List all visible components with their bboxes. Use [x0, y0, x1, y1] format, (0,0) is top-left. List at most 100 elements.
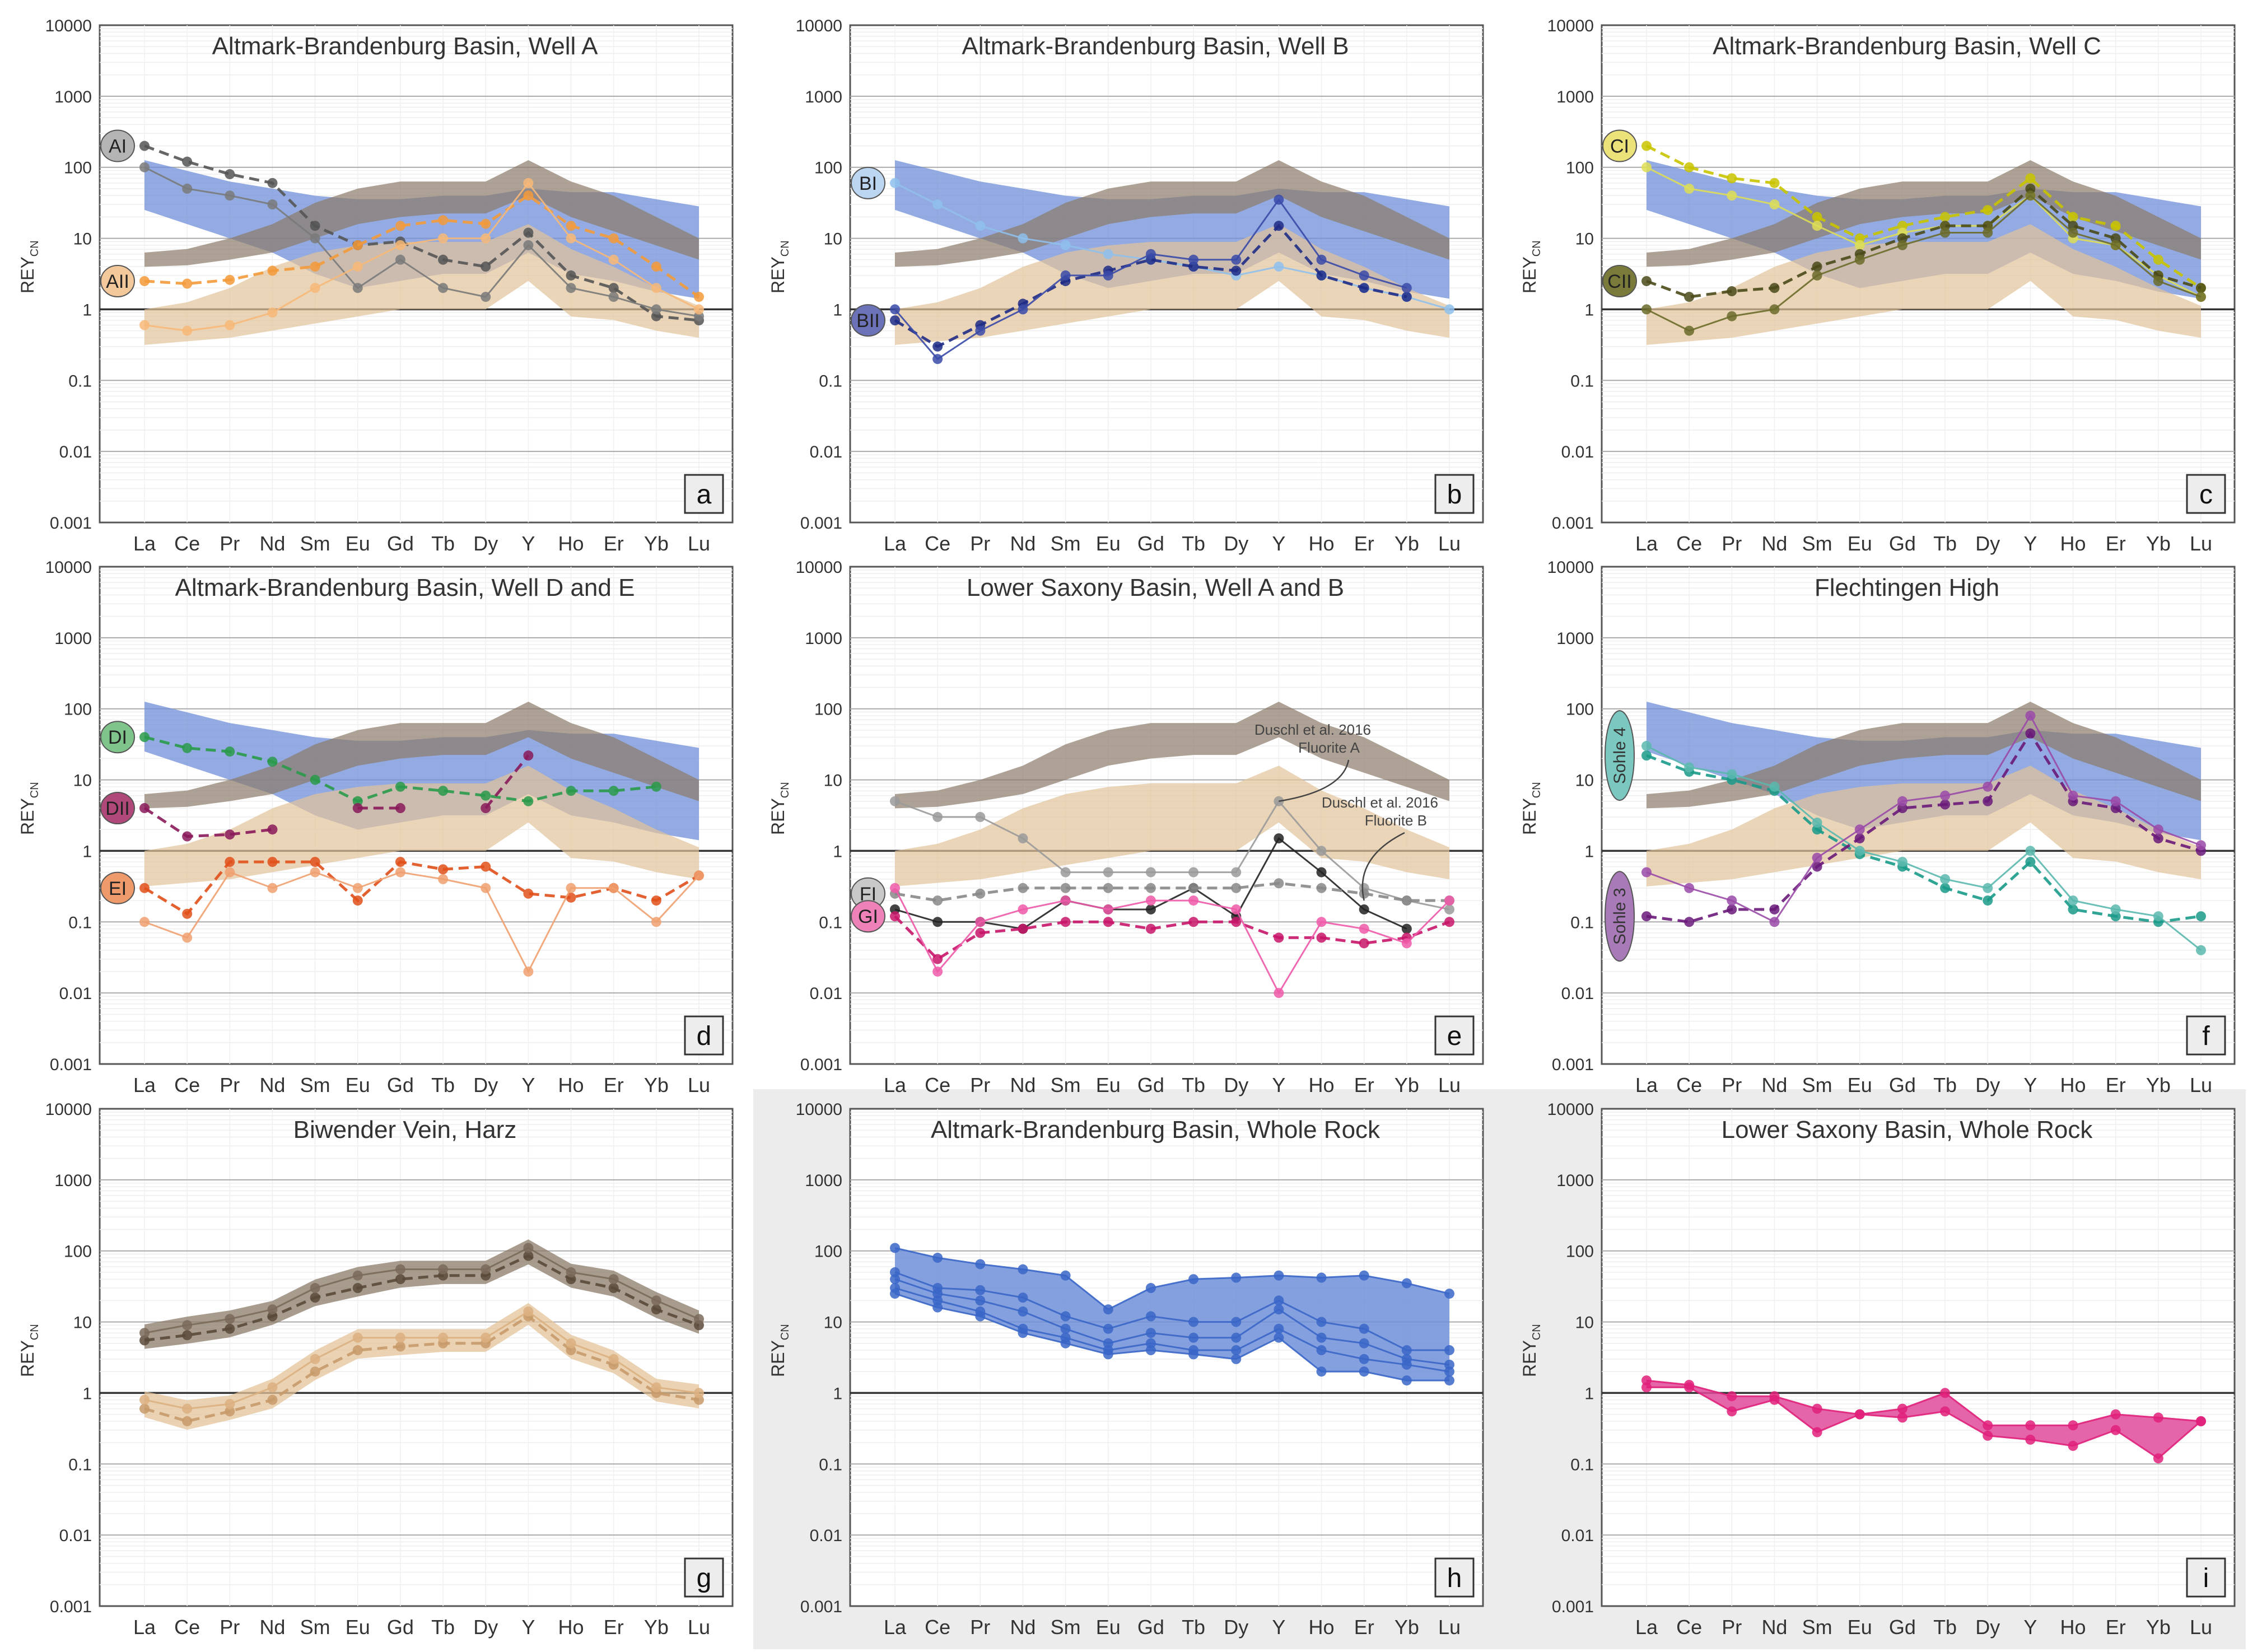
- data-point: [523, 1243, 534, 1253]
- data-point: [608, 283, 619, 293]
- panel-a: 0.001 0.01 0.1 1 10 100 1000 10000 La Ce Pr Nd Sm Eu G…: [17, 17, 734, 555]
- data-point: [523, 888, 534, 899]
- data-point: [352, 1345, 363, 1356]
- y-tick-label: 10: [1575, 1314, 1594, 1332]
- data-point: [225, 867, 235, 878]
- data-point: [651, 781, 661, 792]
- panel-b: 0.001 0.01 0.1 1 10 100 1000 10000 La Ce Pr Nd Sm Eu G…: [768, 17, 1484, 555]
- data-point: [2068, 1440, 2078, 1451]
- data-point: [2068, 790, 2078, 801]
- data-point: [182, 908, 193, 919]
- panel-letter-box: [1434, 1557, 1475, 1598]
- y-tick-label: 0.1: [1570, 372, 1594, 390]
- data-point: [890, 883, 900, 893]
- y-tick-label: 10: [1575, 230, 1594, 249]
- y-tick-label: 0.01: [810, 443, 842, 461]
- x-tick-label: Lu: [2190, 532, 2212, 555]
- data-point: [139, 883, 150, 893]
- series-line: [143, 754, 530, 838]
- x-tick-label: Y: [521, 532, 535, 555]
- data-point: [1103, 249, 1113, 259]
- y-tick-label: 10000: [796, 558, 842, 577]
- data-point: [1641, 741, 1652, 752]
- data-point: [1727, 904, 1737, 914]
- data-point: [608, 1283, 619, 1294]
- y-tick-label: 100: [64, 159, 92, 178]
- x-tick-label: Nd: [259, 1616, 285, 1639]
- data-point: [2025, 728, 2036, 739]
- x-tick-label: Nd: [1761, 1074, 1787, 1096]
- x-tick-label: Er: [2106, 1616, 2126, 1639]
- data-point: [1018, 883, 1028, 893]
- group-label-bubble: [1602, 129, 1637, 162]
- data-point: [1060, 1338, 1071, 1348]
- y-axis-label: REYCN: [17, 240, 41, 293]
- data-point: [1684, 917, 1695, 927]
- group-label: Sohle 4: [1611, 727, 1629, 784]
- data-point: [352, 283, 363, 293]
- data-point: [694, 1314, 704, 1324]
- x-tick-label: Eu: [1096, 1616, 1121, 1639]
- data-point: [438, 874, 449, 884]
- x-tick-label: Pr: [220, 1616, 240, 1639]
- x-tick-label: Ho: [558, 532, 584, 555]
- data-point: [352, 1270, 363, 1281]
- data-point: [182, 278, 193, 289]
- series-line: [894, 1292, 1449, 1382]
- panel-title: Altmark-Brandenburg Basin, Well B: [962, 32, 1349, 60]
- data-point: [1641, 141, 1652, 151]
- y-tick-label: 1: [833, 301, 842, 319]
- data-point: [890, 315, 900, 326]
- y-tick-label: 0.1: [819, 372, 842, 390]
- data-point: [139, 320, 150, 330]
- data-point: [890, 1243, 900, 1253]
- x-tick-label: Lu: [688, 1616, 710, 1639]
- panel-letter-box: [2186, 1015, 2226, 1056]
- data-point: [2025, 857, 2036, 867]
- x-tick-label: Pr: [220, 532, 240, 555]
- data-point: [523, 966, 534, 977]
- y-tick-label: 0.001: [800, 514, 842, 533]
- data-point: [1444, 1375, 1454, 1386]
- panel-f: 0.001 0.01 0.1 1 10 100 1000 10000 La Ce Pr Nd Sm Eu G…: [1519, 558, 2236, 1096]
- y-tick-label: 10: [73, 230, 92, 249]
- x-tick-label: Eu: [346, 532, 370, 555]
- data-point: [1316, 932, 1327, 943]
- data-point: [2025, 711, 2036, 721]
- data-point: [1812, 861, 1822, 872]
- y-axis-label: REYCN: [1519, 240, 1543, 293]
- x-tick-label: Tb: [431, 1074, 455, 1096]
- data-point: [1727, 769, 1737, 780]
- y-tick-label: 1: [82, 301, 92, 319]
- x-tick-label: Ce: [1676, 532, 1702, 555]
- data-point: [1444, 304, 1454, 315]
- panel-letter-box: [2186, 474, 2226, 514]
- x-tick-label: Er: [604, 532, 624, 555]
- data-point: [566, 786, 576, 796]
- data-point: [1274, 932, 1284, 943]
- panel-letter-box: [1434, 474, 1475, 514]
- series-line: [144, 1314, 699, 1423]
- data-point: [1145, 1283, 1156, 1294]
- y-tick-label: 1: [833, 842, 842, 861]
- group-label-bubble: [851, 166, 885, 199]
- x-tick-label: Pr: [970, 1616, 990, 1639]
- data-point: [1231, 1345, 1242, 1356]
- data-point: [1359, 1338, 1369, 1348]
- data-point: [608, 233, 619, 244]
- series-line: [1646, 754, 2202, 923]
- data-point: [1188, 1317, 1199, 1327]
- data-point: [1812, 852, 1822, 863]
- data-point: [1188, 1332, 1199, 1343]
- data-point: [352, 1283, 363, 1294]
- y-tick-label: 1000: [805, 1172, 842, 1190]
- data-point: [608, 254, 619, 265]
- x-tick-label: Sm: [300, 532, 330, 555]
- data-point: [310, 1366, 320, 1377]
- y-tick-label: 0.001: [1552, 1056, 1594, 1074]
- data-point: [395, 221, 405, 231]
- data-point: [1401, 1375, 1412, 1386]
- data-point: [1103, 270, 1113, 281]
- data-point: [1274, 221, 1284, 231]
